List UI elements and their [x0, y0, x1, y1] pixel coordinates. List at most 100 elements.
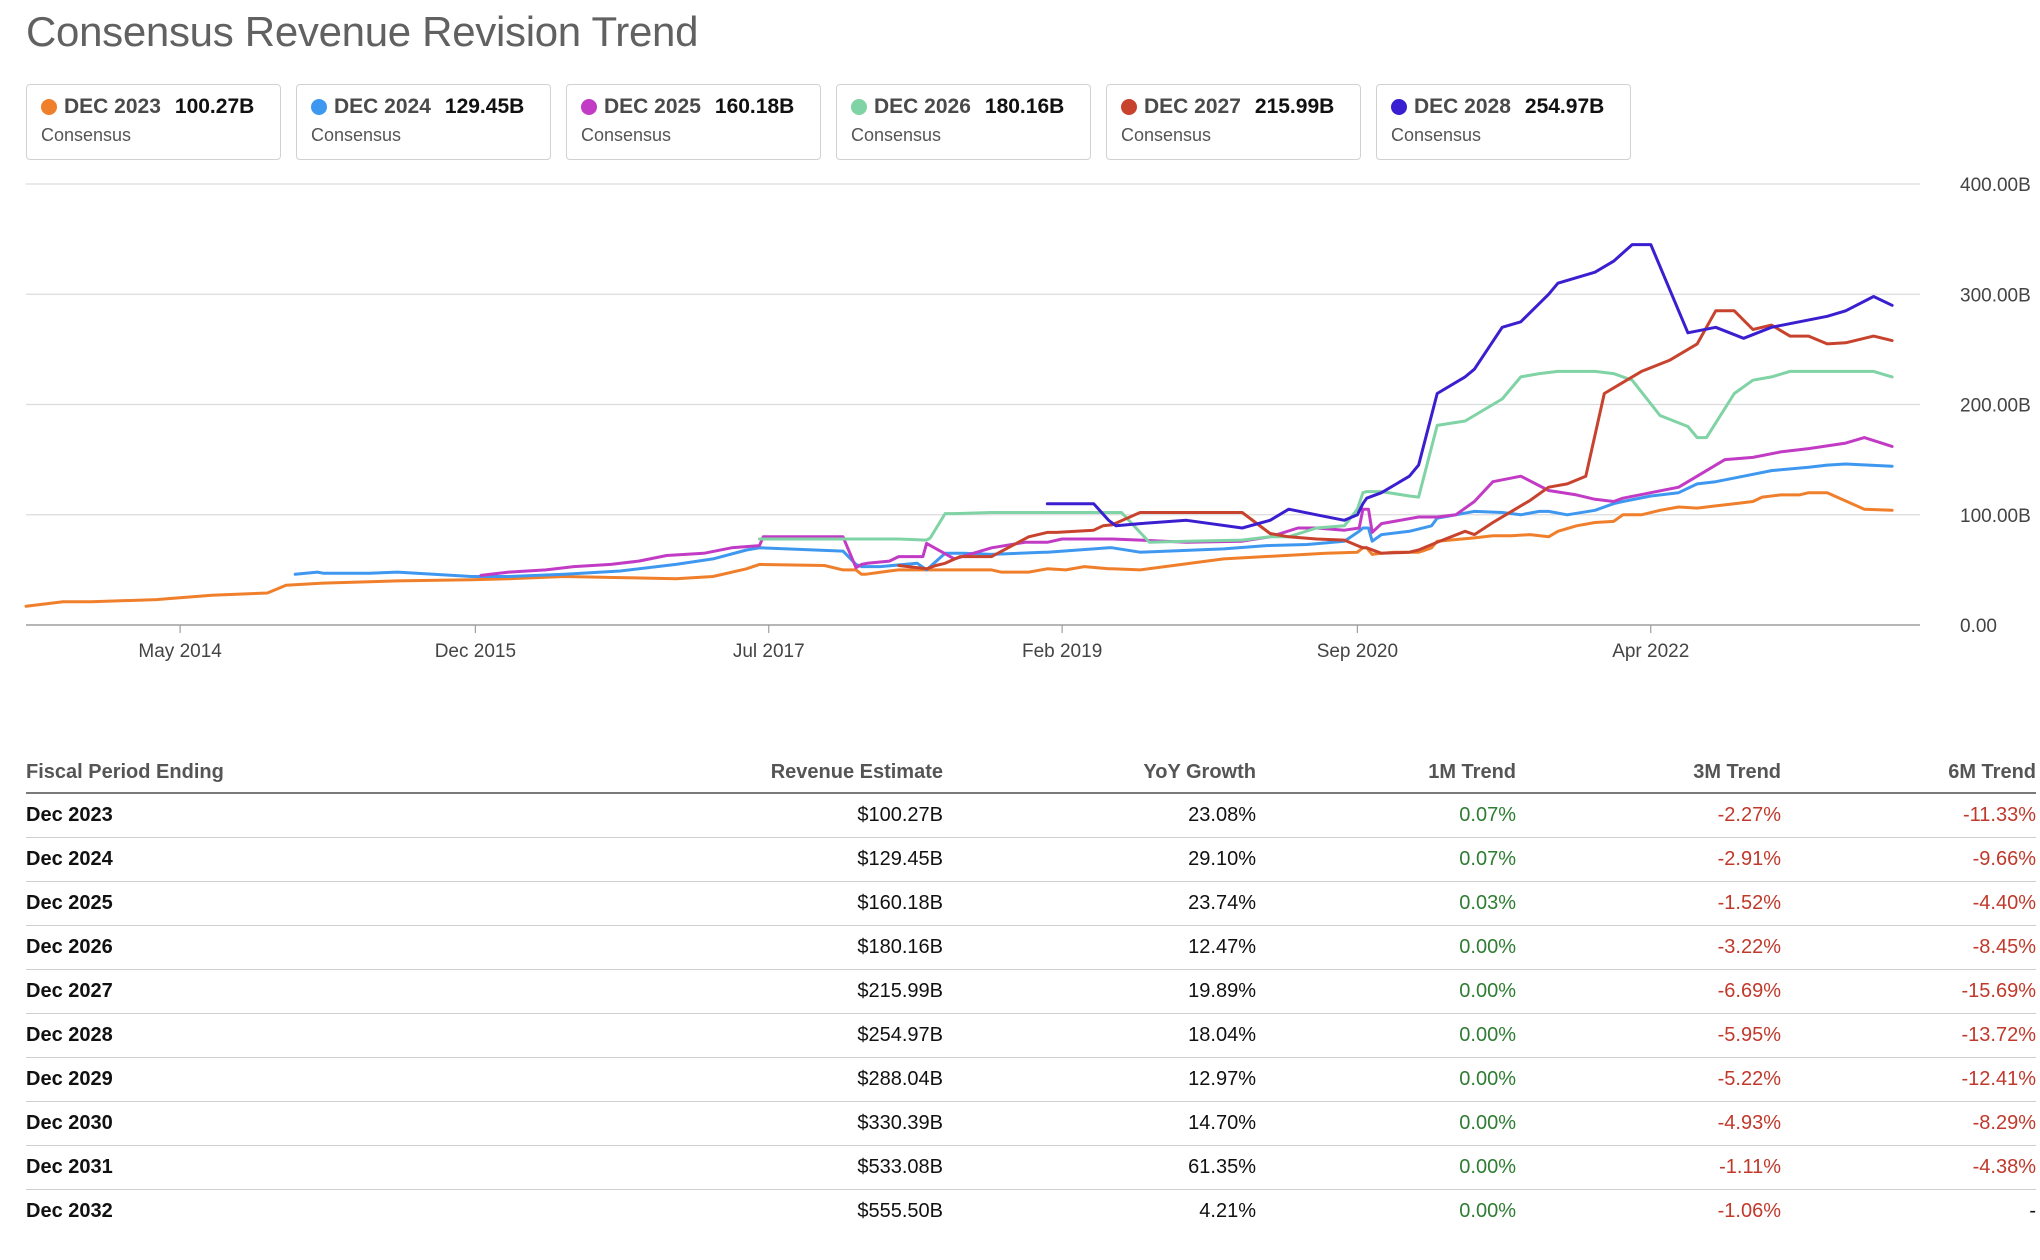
trend-6m-cell: -: [2029, 1200, 2036, 1222]
table-header-row: Fiscal Period Ending Revenue Estimate Yo…: [26, 752, 2036, 794]
table-row: Dec 2030 $330.39B 14.70% 0.00% -4.93% -8.29%: [26, 1101, 2036, 1146]
trend-3m-cell: -1.52%: [1516, 881, 1781, 926]
yoy-growth-cell: 12.47%: [943, 925, 1256, 970]
revenue-estimate-cell: $215.99B: [586, 969, 943, 1014]
col-revenue-estimate[interactable]: Revenue Estimate: [586, 752, 943, 794]
table-row: Dec 2025 $160.18B 23.74% 0.03% -1.52% -4.40%: [26, 881, 2036, 926]
series-dot-icon: [851, 99, 867, 115]
series-dot-icon: [1121, 99, 1137, 115]
revenue-estimate-cell: $288.04B: [586, 1057, 943, 1102]
table-row: Dec 2024 $129.45B 29.10% 0.07% -2.91% -9.66%: [26, 837, 2036, 882]
trend-3m-cell: -4.93%: [1516, 1101, 1781, 1146]
col-fiscal-period[interactable]: Fiscal Period Ending: [26, 752, 586, 794]
legend-value: 129.45B: [444, 95, 525, 118]
col-3m-trend[interactable]: 3M Trend: [1516, 752, 1781, 794]
legend-value: 215.99B: [1254, 95, 1335, 118]
trend-3m-cell: -5.95%: [1516, 1013, 1781, 1058]
table-row: Dec 2028 $254.97B 18.04% 0.00% -5.95% -13.72%: [26, 1013, 2036, 1058]
legend-sub: Consensus: [851, 125, 942, 145]
series-line-dec-2026[interactable]: [758, 369, 1894, 544]
series-dot-icon: [41, 99, 57, 115]
x-axis: May 2014 Dec 2015 Jul 2017 Feb 2019 Sep 2020…: [138, 625, 1689, 662]
grid-lines: [26, 183, 1920, 626]
legend-value: 160.18B: [714, 95, 795, 118]
yoy-growth-cell: 19.89%: [943, 969, 1256, 1014]
fiscal-period-cell: Dec 2026: [26, 925, 586, 970]
trend-3m-cell: -6.69%: [1516, 969, 1781, 1014]
y-tick-label: 200.00B: [1960, 396, 2031, 417]
trend-3m-cell: -5.22%: [1516, 1057, 1781, 1102]
revenue-estimate-cell: $129.45B: [586, 837, 943, 882]
trend-3m-cell: -2.27%: [1516, 793, 1781, 838]
legend-name: DEC 2024: [334, 95, 431, 118]
trend-6m-cell: -4.38%: [1781, 1145, 2036, 1190]
table-row: Dec 2032 $555.50B 4.21% 0.00% -1.06% -: [26, 1190, 2036, 1234]
series-line-dec-2023[interactable]: [24, 491, 1894, 608]
legend-item-dec-2025[interactable]: DEC 2025 160.18B Consensus: [566, 84, 821, 160]
series-line-dec-2027[interactable]: [897, 309, 1894, 571]
x-tick-label: Apr 2022: [1612, 641, 1689, 662]
revenue-estimate-cell: $160.18B: [586, 881, 943, 926]
trend-6m-cell: -11.33%: [1781, 793, 2036, 838]
fiscal-period-cell: Dec 2024: [26, 837, 586, 882]
yoy-growth-cell: 61.35%: [943, 1145, 1256, 1190]
table-row: Dec 2029 $288.04B 12.97% 0.00% -5.22% -12.41%: [26, 1057, 2036, 1102]
trend-6m-cell: -4.40%: [1781, 881, 2036, 926]
series-dot-icon: [311, 99, 327, 115]
x-tick-label: Jul 2017: [733, 641, 805, 662]
legend-item-dec-2024[interactable]: DEC 2024 129.45B Consensus: [296, 84, 551, 160]
col-yoy-growth[interactable]: YoY Growth: [943, 752, 1256, 794]
yoy-growth-cell: 29.10%: [943, 837, 1256, 882]
col-1m-trend[interactable]: 1M Trend: [1256, 752, 1516, 794]
series-line-dec-2024[interactable]: [293, 462, 1894, 578]
legend-sub: Consensus: [581, 125, 672, 145]
fiscal-period-cell: Dec 2030: [26, 1101, 586, 1146]
trend-3m-cell: -3.22%: [1516, 925, 1781, 970]
revenue-estimate-cell: $555.50B: [857, 1200, 943, 1222]
trend-1m-cell: 0.00%: [1256, 1057, 1516, 1102]
table-row: Dec 2026 $180.16B 12.47% 0.00% -3.22% -8.45%: [26, 925, 2036, 970]
legend-item-dec-2027[interactable]: DEC 2027 215.99B Consensus: [1106, 84, 1361, 160]
col-6m-trend[interactable]: 6M Trend: [1781, 752, 2036, 794]
legend-sub: Consensus: [41, 125, 132, 145]
trend-6m-cell: -9.66%: [1781, 837, 2036, 882]
revenue-estimate-cell: $180.16B: [586, 925, 943, 970]
yoy-growth-cell: 18.04%: [943, 1013, 1256, 1058]
trend-6m-cell: -15.69%: [1781, 969, 2036, 1014]
x-tick-label: Dec 2015: [435, 641, 516, 662]
trend-6m-cell: -12.41%: [1781, 1057, 2036, 1102]
trend-3m-cell: -1.06%: [1717, 1200, 1781, 1222]
trend-3m-cell: -2.91%: [1516, 837, 1781, 882]
fiscal-period-cell: Dec 2028: [26, 1013, 586, 1058]
estimates-table: Fiscal Period Ending Revenue Estimate Yo…: [26, 752, 2036, 1233]
fiscal-period-cell: Dec 2027: [26, 969, 586, 1014]
legend-value: 254.97B: [1524, 95, 1605, 118]
legend-item-dec-2023[interactable]: DEC 2023 100.27B Consensus: [26, 84, 281, 160]
legend-name: DEC 2023: [64, 95, 161, 118]
table-row: Dec 2023 $100.27B 23.08% 0.07% -2.27% -11.33%: [26, 793, 2036, 838]
trend-1m-cell: 0.03%: [1256, 881, 1516, 926]
trend-1m-cell: 0.00%: [1256, 925, 1516, 970]
trend-1m-cell: 0.00%: [1459, 1200, 1516, 1222]
x-tick-label: Feb 2019: [1022, 641, 1102, 662]
fiscal-period-cell: Dec 2029: [26, 1057, 586, 1102]
series-line-dec-2028[interactable]: [1045, 243, 1894, 530]
legend-item-dec-2028[interactable]: DEC 2028 254.97B Consensus: [1376, 84, 1631, 160]
trend-1m-cell: 0.07%: [1256, 837, 1516, 882]
series-dot-icon: [1391, 99, 1407, 115]
yoy-growth-cell: 23.08%: [943, 793, 1256, 838]
yoy-growth-cell: 23.74%: [943, 881, 1256, 926]
chart-title: Consensus Revenue Revision Trend: [26, 8, 699, 55]
trend-1m-cell: 0.00%: [1256, 1101, 1516, 1146]
yoy-growth-cell: 14.70%: [943, 1101, 1256, 1146]
revenue-estimate-cell: $254.97B: [586, 1013, 943, 1058]
trend-1m-cell: 0.07%: [1256, 793, 1516, 838]
revenue-estimate-cell: $100.27B: [586, 793, 943, 838]
series-dot-icon: [581, 99, 597, 115]
legend-item-dec-2026[interactable]: DEC 2026 180.16B Consensus: [836, 84, 1091, 160]
legend-name: DEC 2027: [1144, 95, 1241, 118]
legend-sub: Consensus: [1121, 125, 1212, 145]
trend-6m-cell: -13.72%: [1781, 1013, 2036, 1058]
fiscal-period-cell: Dec 2025: [26, 881, 586, 926]
